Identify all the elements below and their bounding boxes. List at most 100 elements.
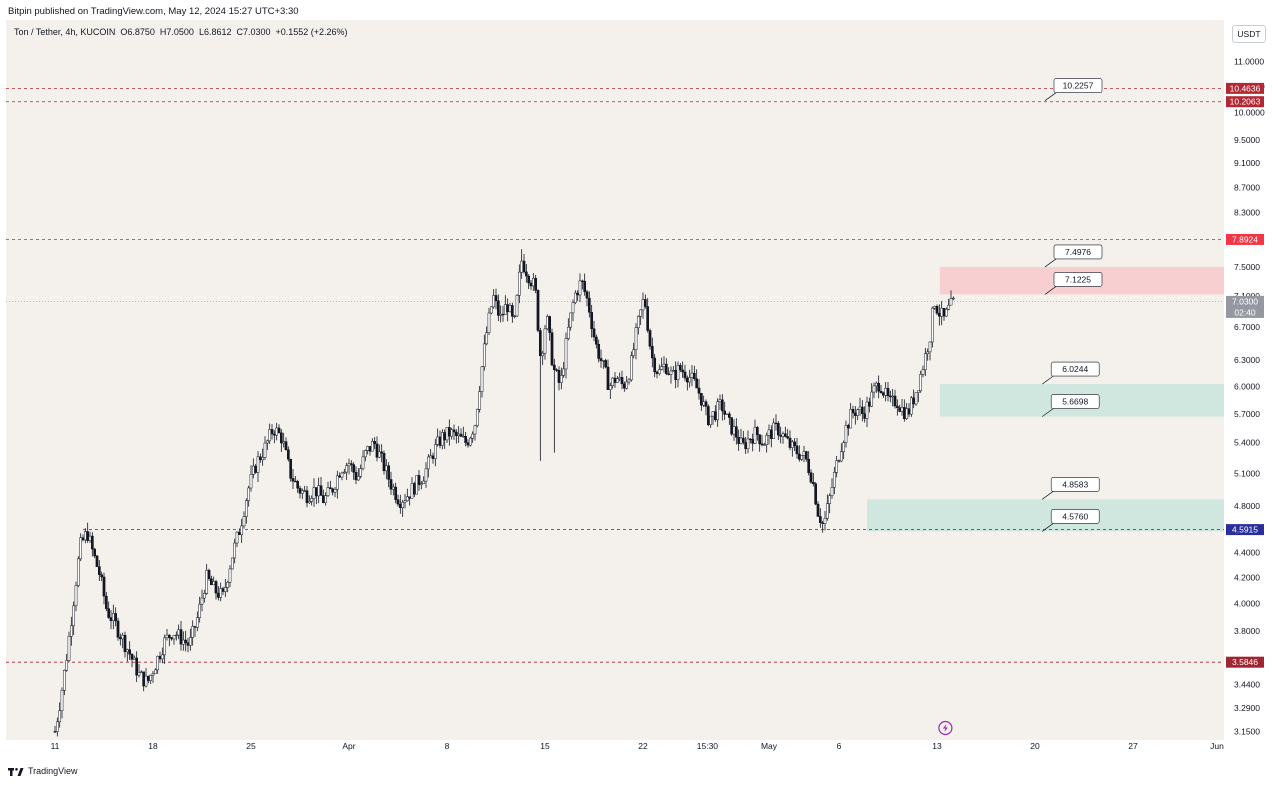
x-tick-label: Apr bbox=[342, 741, 355, 751]
x-tick-label: 22 bbox=[638, 741, 648, 751]
candle-body bbox=[62, 669, 66, 691]
price-axis-marker-label: 4.5915 bbox=[1232, 525, 1258, 535]
candle-body bbox=[387, 465, 391, 480]
candle-body bbox=[270, 429, 274, 435]
candle-body bbox=[814, 483, 818, 505]
callout-label: 7.1225 bbox=[1065, 274, 1091, 284]
candle-body bbox=[555, 369, 559, 371]
callout-pointer bbox=[1041, 523, 1054, 532]
candle-body bbox=[944, 309, 948, 317]
candle-body bbox=[191, 626, 195, 638]
candle-body bbox=[114, 613, 118, 622]
candle-body bbox=[830, 487, 834, 496]
candle-body bbox=[923, 353, 927, 370]
candle-body bbox=[898, 407, 902, 412]
candle-body bbox=[594, 336, 598, 345]
candle-body bbox=[401, 501, 405, 508]
candle-body bbox=[832, 472, 836, 488]
candle-body bbox=[688, 377, 692, 383]
candle-body bbox=[842, 442, 846, 452]
candle-body bbox=[608, 385, 612, 391]
candle-body bbox=[198, 603, 202, 618]
candle-body bbox=[384, 465, 388, 472]
candle-body bbox=[170, 637, 174, 640]
candle-body bbox=[429, 455, 433, 458]
candle-body bbox=[263, 442, 267, 458]
candle-body bbox=[538, 330, 542, 357]
candle-body bbox=[888, 395, 892, 398]
candle-body bbox=[697, 387, 701, 394]
candle-body bbox=[499, 313, 503, 316]
candle-body bbox=[286, 449, 290, 460]
candle-body bbox=[828, 495, 832, 504]
candle-body bbox=[639, 309, 643, 317]
candle-body bbox=[914, 392, 918, 405]
candle-body bbox=[181, 639, 185, 645]
price-chart[interactable]: 10.2257 7.4976 7.1225 6.0244 5.6698 4.8583 4.5… bbox=[6, 20, 1274, 758]
candle-body bbox=[655, 371, 659, 374]
candle-body bbox=[426, 456, 430, 470]
candle-body bbox=[79, 537, 83, 560]
candle-body bbox=[235, 531, 239, 544]
candle-body bbox=[282, 441, 286, 444]
candle-body bbox=[237, 531, 241, 535]
symbol-legend: Ton / Tether, 4h, KUCOIN O6.8750 H7.0500… bbox=[14, 27, 348, 37]
candle-body bbox=[447, 427, 451, 437]
currency-button[interactable]: USDT bbox=[1232, 25, 1266, 43]
callout-box bbox=[1050, 477, 1100, 492]
candle-body bbox=[578, 280, 582, 296]
candle-body bbox=[67, 636, 71, 661]
candle-body bbox=[515, 295, 519, 317]
candle-body bbox=[359, 468, 363, 477]
candle-body bbox=[452, 429, 456, 433]
candle-body bbox=[772, 422, 776, 439]
candle-body bbox=[893, 395, 897, 407]
candle-body bbox=[592, 328, 596, 338]
price-axis-background bbox=[1224, 20, 1274, 758]
candle-body bbox=[256, 456, 260, 473]
candle-body bbox=[459, 433, 463, 437]
candle-body bbox=[118, 637, 122, 640]
candle-body bbox=[648, 330, 652, 347]
callout-box bbox=[1053, 272, 1103, 287]
candle-body bbox=[839, 451, 843, 462]
chart-area[interactable]: 10.2257 7.4976 7.1225 6.0244 5.6698 4.8583 4.5… bbox=[6, 20, 1274, 758]
price-axis-marker-label: 7.0300 bbox=[1232, 296, 1258, 306]
candle-body bbox=[307, 501, 311, 504]
candle-body bbox=[494, 295, 498, 301]
candle-body bbox=[916, 390, 920, 393]
candle-body bbox=[123, 634, 127, 653]
candle-body bbox=[933, 306, 937, 309]
candle-body bbox=[699, 392, 703, 406]
candle-body bbox=[860, 406, 864, 414]
candle-body bbox=[251, 465, 255, 475]
candle-body bbox=[412, 483, 416, 495]
candle-body bbox=[317, 485, 321, 497]
candle-body bbox=[361, 456, 365, 469]
candle-body bbox=[200, 597, 204, 605]
y-tick-label: 3.4400 bbox=[1234, 679, 1260, 689]
candle-body bbox=[912, 397, 916, 405]
candle-body bbox=[583, 280, 587, 292]
x-tick-label: 15 bbox=[540, 741, 550, 751]
candle-body bbox=[921, 369, 925, 375]
candle-body bbox=[548, 316, 552, 333]
candle-body bbox=[158, 656, 162, 660]
callout-pointer bbox=[1041, 375, 1054, 385]
candle-body bbox=[93, 548, 97, 557]
price-axis-countdown: 02:40 bbox=[1234, 307, 1256, 317]
candle-body bbox=[205, 569, 209, 594]
candle-body bbox=[95, 555, 99, 567]
callout-box bbox=[1053, 244, 1103, 260]
y-tick-label: 10.0000 bbox=[1234, 108, 1265, 118]
candle-body bbox=[247, 487, 251, 501]
candle-body bbox=[55, 721, 59, 732]
candle-body bbox=[156, 656, 160, 671]
candle-body bbox=[720, 399, 724, 412]
candle-body bbox=[60, 690, 64, 712]
candle-body bbox=[653, 357, 657, 373]
candle-body bbox=[534, 278, 538, 291]
candle-body bbox=[837, 460, 841, 462]
candle-body bbox=[226, 582, 230, 588]
candle-body bbox=[193, 626, 197, 628]
